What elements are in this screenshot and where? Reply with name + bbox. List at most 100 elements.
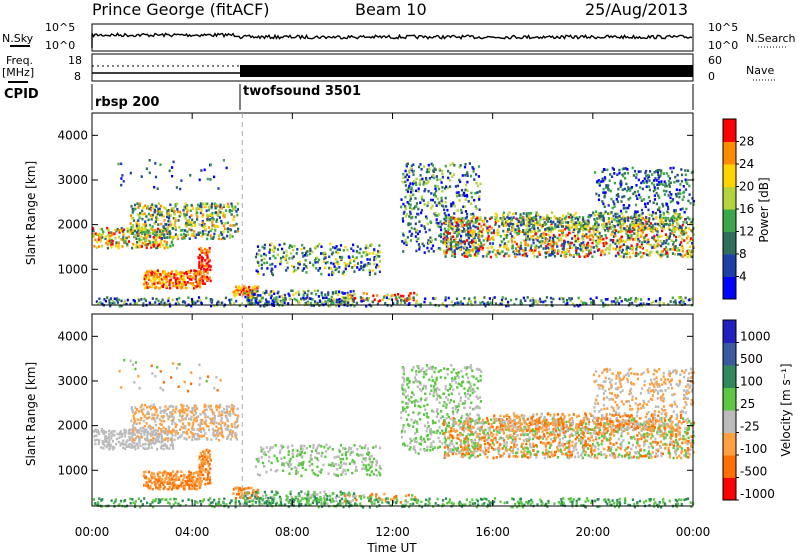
echo-cell [217,429,220,433]
echo-cell [196,407,199,410]
echo-cell [457,246,460,250]
echo-cell [612,239,615,242]
echo-cell [642,226,645,230]
echo-cell [148,441,151,445]
echo-cell [644,205,647,209]
echo-cell [101,441,104,445]
echo-cell [208,428,211,432]
echo-cell [168,478,172,482]
echo-cell [424,230,427,234]
echo-cell [283,301,286,304]
echo-cell [530,237,533,240]
echo-cell [609,173,612,176]
echo-cell [620,250,623,254]
echo-cell [602,224,605,228]
echo-cell [112,447,115,451]
echo-cell [464,210,468,213]
echo-cell [148,276,151,280]
echo-cell [161,477,164,481]
echo-cell [590,301,593,304]
echo-cell [582,301,586,305]
echo-cell [309,261,312,264]
echo-cell [212,422,216,425]
y-tick-label: 3000 [57,173,88,187]
echo-cell [615,193,618,197]
echo-cell [676,213,679,216]
echo-cell [108,237,111,240]
echo-cell [223,237,226,240]
echo-cell [651,181,654,185]
echo-cell [640,233,643,237]
echo-cell [131,433,134,437]
echo-cell [502,237,506,241]
echo-cell [409,292,412,295]
echo-cell [629,230,632,234]
echo-cell [160,479,164,482]
echo-cell [154,238,157,242]
echo-cell [488,250,491,254]
echo-cell [657,252,660,256]
echo-cell [144,220,147,223]
echo-cell [108,433,111,436]
echo-cell [656,250,659,254]
echo-cell [301,243,304,247]
echo-cell [203,168,206,172]
echo-cell [418,230,421,233]
echo-cell [501,300,504,304]
echo-cell [587,219,590,222]
echo-cell [193,269,196,272]
echo-cell [641,247,644,250]
echo-cell [246,491,249,494]
echo-cell [313,490,316,494]
echo-cell [524,299,527,302]
echo-cell [444,249,447,252]
echo-cell [208,264,211,267]
echo-cell [144,227,147,231]
echo-cell [578,255,581,258]
echo-cell [644,171,647,175]
echo-cell [546,242,549,246]
echo-cell [236,417,239,420]
echo-cell [202,202,205,206]
echo-cell [377,250,380,253]
echo-cell [472,235,475,238]
echo-cell [633,190,637,194]
echo-cell [154,437,157,441]
echo-cell [206,271,209,275]
echo-cell [352,289,355,293]
echo-cell [409,206,412,209]
echo-cell [188,435,191,439]
echo-cell [661,221,664,224]
echo-cell [341,255,344,259]
echo-cell [432,169,435,173]
echo-cell [549,236,552,239]
echo-cell [577,218,580,221]
echo-cell [623,195,626,198]
echo-cell [232,492,235,495]
echo-cell [111,242,114,246]
echo-cell [131,410,134,414]
echo-cell [430,247,433,250]
echo-cell [183,278,186,281]
echo-cell [169,220,172,223]
echo-cell [514,212,517,215]
echo-cell [569,213,572,217]
echo-cell [199,272,202,275]
echo-cell [341,291,344,294]
echo-cell [419,305,422,308]
echo-cell [629,187,632,190]
echo-cell [340,299,343,303]
echo-cell [615,229,618,232]
echo-cell [309,301,312,305]
echo-cell [205,248,208,252]
echo-cell [241,291,245,294]
echo-cell [252,488,255,492]
colorbar-tick-label: 20 [739,180,754,194]
echo-cell [677,218,680,221]
echo-cell [163,411,166,414]
echo-cell [220,430,223,434]
echo-cell [578,221,581,225]
echo-cell [307,493,310,496]
echo-cell [160,446,163,450]
echo-cell [270,294,273,298]
